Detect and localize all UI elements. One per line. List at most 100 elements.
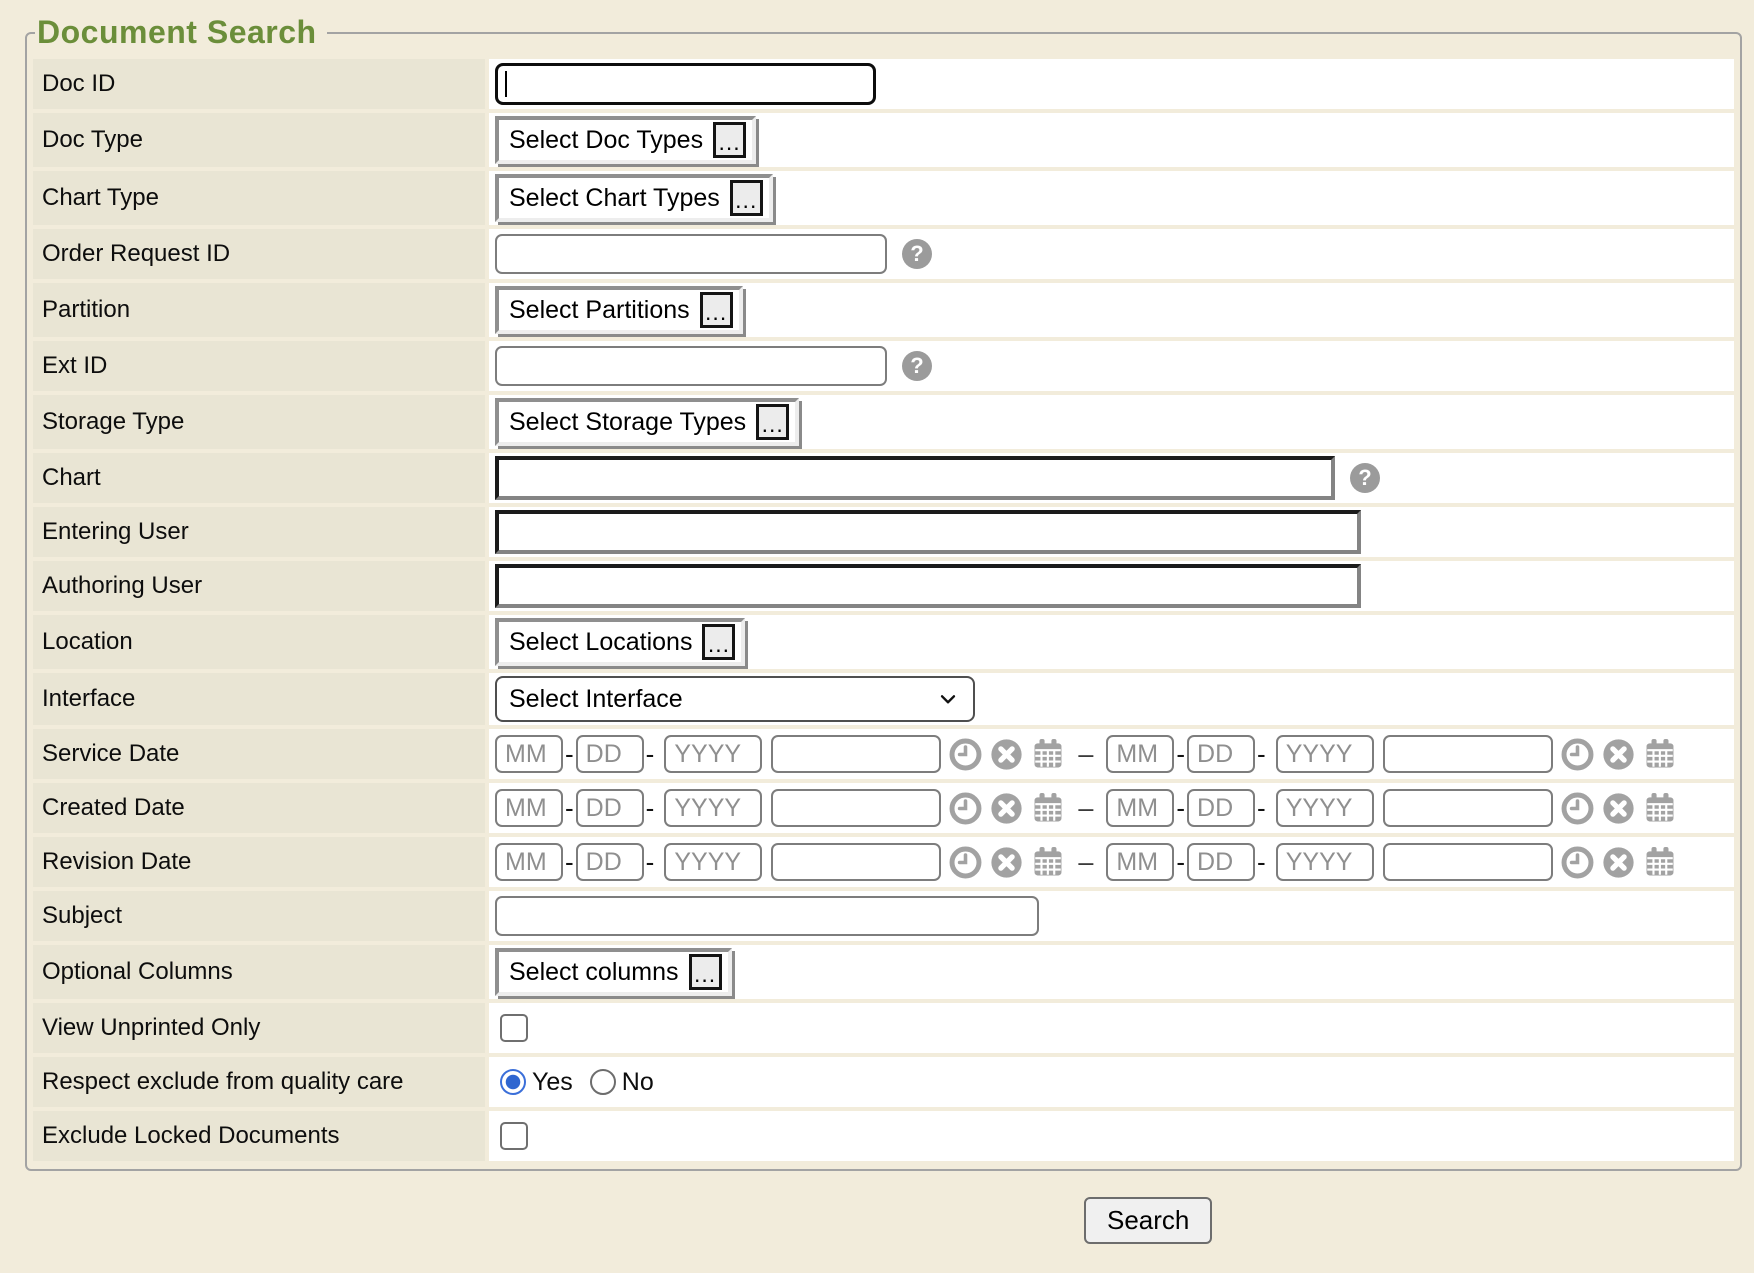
time-input[interactable] bbox=[771, 735, 942, 773]
order-request-id-label: Order Request ID bbox=[33, 229, 485, 279]
doc-type-multiselect-button[interactable]: Select Doc Types ... bbox=[495, 116, 757, 164]
chevron-down-icon bbox=[940, 695, 956, 704]
clock-icon[interactable] bbox=[949, 792, 982, 825]
clock-icon[interactable] bbox=[1561, 792, 1594, 825]
ellipsis-button[interactable]: ... bbox=[702, 624, 736, 660]
ellipsis-button[interactable]: ... bbox=[688, 954, 722, 990]
time-input[interactable] bbox=[771, 789, 942, 827]
entering-user-input[interactable] bbox=[495, 510, 1361, 554]
day-input[interactable] bbox=[575, 843, 644, 881]
interface-select[interactable]: Select Interface bbox=[495, 676, 975, 722]
revision-date-label: Revision Date bbox=[33, 837, 485, 887]
authoring-user-label: Authoring User bbox=[33, 561, 485, 611]
search-form-grid: Doc ID Doc Type Select Doc Types ... Cha… bbox=[33, 59, 1734, 1161]
calendar-icon[interactable] bbox=[1031, 845, 1065, 879]
day-input[interactable] bbox=[1187, 735, 1256, 773]
respect-exclude-no-label: No bbox=[621, 1067, 654, 1096]
calendar-icon[interactable] bbox=[1643, 845, 1677, 879]
exclude-locked-documents-checkbox[interactable] bbox=[500, 1122, 528, 1150]
optional-columns-multiselect-button[interactable]: Select columns ... bbox=[495, 948, 732, 996]
ext-id-label: Ext ID bbox=[33, 341, 485, 391]
time-input[interactable] bbox=[1382, 843, 1553, 881]
calendar-icon[interactable] bbox=[1643, 737, 1677, 771]
time-input[interactable] bbox=[1382, 735, 1553, 773]
ellipsis-button[interactable]: ... bbox=[729, 180, 763, 216]
month-input[interactable] bbox=[1106, 789, 1175, 827]
storage-type-multiselect-button[interactable]: Select Storage Types ... bbox=[495, 398, 800, 446]
respect-exclude-no-radio[interactable] bbox=[589, 1069, 616, 1095]
chart-input[interactable] bbox=[495, 456, 1335, 500]
calendar-icon[interactable] bbox=[1031, 737, 1065, 771]
text-caret bbox=[505, 71, 507, 97]
date-time-set: - - bbox=[1106, 735, 1676, 773]
time-input[interactable] bbox=[1382, 789, 1553, 827]
chart-type-label: Chart Type bbox=[33, 171, 485, 225]
optional-columns-button-label: Select columns bbox=[509, 957, 679, 986]
document-search-panel: Document Search Doc ID Doc Type Select D… bbox=[25, 14, 1742, 1171]
service-date-range: - - – bbox=[495, 735, 1677, 773]
location-multiselect-button[interactable]: Select Locations ... bbox=[495, 618, 746, 666]
entering-user-label: Entering User bbox=[33, 507, 485, 557]
day-input[interactable] bbox=[1187, 843, 1256, 881]
help-icon[interactable]: ? bbox=[1350, 463, 1380, 493]
ext-id-input[interactable] bbox=[495, 346, 887, 386]
clear-icon[interactable] bbox=[990, 738, 1023, 771]
location-button-label: Select Locations bbox=[509, 627, 693, 656]
day-input[interactable] bbox=[1187, 789, 1256, 827]
month-input[interactable] bbox=[1106, 843, 1175, 881]
page-title: Document Search bbox=[37, 14, 317, 50]
respect-exclude-yes-radio[interactable] bbox=[500, 1069, 526, 1095]
doc-id-input[interactable] bbox=[495, 63, 876, 105]
search-button[interactable]: Search bbox=[1084, 1197, 1213, 1244]
date-range-separator: – bbox=[1078, 792, 1094, 823]
subject-label: Subject bbox=[33, 891, 485, 941]
clear-icon[interactable] bbox=[990, 792, 1023, 825]
ellipsis-button[interactable]: ... bbox=[699, 292, 733, 328]
help-icon[interactable]: ? bbox=[902, 239, 932, 269]
clock-icon[interactable] bbox=[1561, 846, 1594, 879]
ellipsis-button[interactable]: ... bbox=[713, 122, 747, 158]
view-unprinted-only-checkbox[interactable] bbox=[500, 1014, 528, 1042]
clear-icon[interactable] bbox=[990, 846, 1023, 879]
date-separator: - bbox=[565, 738, 574, 769]
clock-icon[interactable] bbox=[949, 738, 982, 771]
date-time-set: - - bbox=[495, 735, 1065, 773]
date-separator: - bbox=[1257, 738, 1266, 769]
chart-label: Chart bbox=[33, 453, 485, 503]
date-time-set: - - bbox=[1106, 843, 1676, 881]
year-input[interactable] bbox=[664, 843, 763, 881]
year-input[interactable] bbox=[664, 735, 763, 773]
optional-columns-label: Optional Columns bbox=[33, 945, 485, 999]
day-input[interactable] bbox=[575, 789, 644, 827]
year-input[interactable] bbox=[1275, 843, 1374, 881]
date-separator: - bbox=[1176, 846, 1186, 877]
calendar-icon[interactable] bbox=[1643, 791, 1677, 825]
subject-input[interactable] bbox=[495, 896, 1039, 936]
clock-icon[interactable] bbox=[1561, 738, 1594, 771]
date-separator: - bbox=[645, 846, 655, 877]
doc-type-label: Doc Type bbox=[33, 113, 485, 167]
partition-multiselect-button[interactable]: Select Partitions ... bbox=[495, 286, 743, 334]
year-input[interactable] bbox=[1275, 735, 1374, 773]
chart-type-button-label: Select Chart Types bbox=[509, 183, 720, 212]
clear-icon[interactable] bbox=[1602, 738, 1635, 771]
ellipsis-button[interactable]: ... bbox=[756, 404, 790, 440]
calendar-icon[interactable] bbox=[1031, 791, 1065, 825]
month-input[interactable] bbox=[495, 789, 563, 827]
authoring-user-input[interactable] bbox=[495, 564, 1361, 608]
order-request-id-input[interactable] bbox=[495, 234, 887, 274]
date-separator: - bbox=[645, 792, 655, 823]
clock-icon[interactable] bbox=[949, 846, 982, 879]
year-input[interactable] bbox=[1275, 789, 1374, 827]
time-input[interactable] bbox=[771, 843, 942, 881]
month-input[interactable] bbox=[1106, 735, 1175, 773]
day-input[interactable] bbox=[575, 735, 644, 773]
clear-icon[interactable] bbox=[1602, 792, 1635, 825]
year-input[interactable] bbox=[664, 789, 763, 827]
view-unprinted-only-label: View Unprinted Only bbox=[33, 1003, 485, 1053]
month-input[interactable] bbox=[495, 843, 563, 881]
month-input[interactable] bbox=[495, 735, 563, 773]
chart-type-multiselect-button[interactable]: Select Chart Types ... bbox=[495, 174, 773, 222]
help-icon[interactable]: ? bbox=[902, 351, 932, 381]
clear-icon[interactable] bbox=[1602, 846, 1635, 879]
